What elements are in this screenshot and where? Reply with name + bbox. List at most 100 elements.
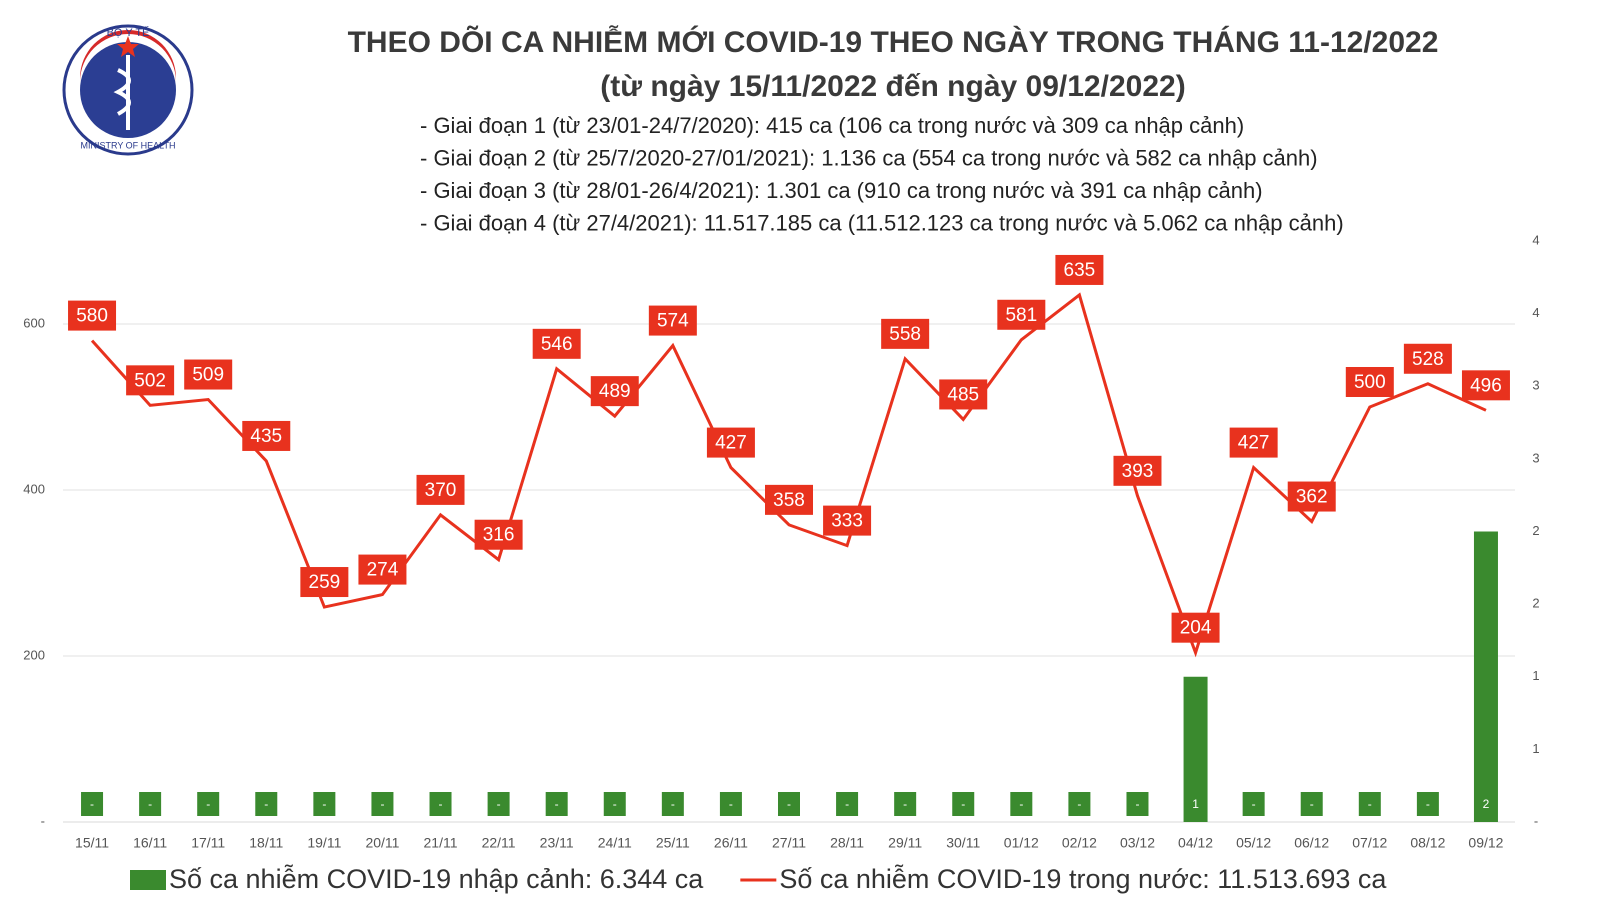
bar-label: -: [1252, 797, 1256, 811]
x-tick-label: 04/12: [1178, 835, 1213, 851]
x-tick-label: 02/12: [1062, 835, 1097, 851]
data-label: 259: [309, 572, 341, 593]
data-label: 580: [76, 306, 108, 327]
note: - Giai đoạn 2 (từ 25/7/2020-27/01/2021):…: [420, 145, 1318, 170]
data-label: 435: [250, 426, 282, 447]
bar-label-box: [255, 792, 278, 816]
data-label: 370: [425, 480, 457, 501]
y2-tick-label: -: [1534, 813, 1538, 828]
bar-label-box: [603, 792, 626, 816]
bar-label-box: [139, 792, 162, 816]
y2-tick-label: 2: [1532, 523, 1539, 538]
bar-label: -: [845, 797, 849, 811]
bar-label: -: [1310, 797, 1314, 811]
bar-label-box: [719, 792, 742, 816]
data-label-box: [939, 379, 988, 410]
data-label: 316: [483, 525, 515, 546]
y2-tick-label: 1: [1532, 741, 1539, 756]
data-label-box: [1345, 367, 1394, 397]
bar-label-box: [1416, 792, 1439, 816]
y2-tick-label: 3: [1532, 378, 1539, 393]
bar-label: -: [1077, 797, 1081, 811]
data-label-box: [1113, 455, 1162, 486]
y2-tick-label: 1: [1532, 668, 1539, 683]
x-tick-label: 26/11: [714, 835, 748, 851]
bar-label-box: [1010, 792, 1033, 816]
x-tick-label: 24/11: [598, 835, 632, 851]
bar-label-box: [487, 792, 510, 816]
data-label: 489: [599, 381, 631, 402]
bar-label-box: [81, 792, 104, 816]
data-label: 581: [1005, 305, 1037, 326]
y-tick-label: 400: [23, 481, 45, 496]
data-label-box: [126, 365, 175, 396]
chart-title: THEO DÕI CA NHIỄM MỚI COVID-19 THEO NGÀY…: [348, 25, 1439, 59]
logo: BỘ Y TẾ MINISTRY OF HEALTH: [62, 24, 194, 156]
bar-label-box: [1242, 792, 1265, 816]
x-tick-label: 09/12: [1468, 835, 1503, 851]
bar-label-box: [778, 792, 800, 816]
bar-label: -: [497, 797, 501, 811]
data-label-box: [1287, 481, 1336, 512]
data-label-box: [1055, 254, 1104, 285]
x-tick-label: 17/11: [191, 835, 225, 851]
bar-label-box: [371, 792, 394, 816]
bar-label: -: [206, 797, 210, 811]
data-label: 485: [947, 384, 979, 405]
data-label: 635: [1064, 260, 1096, 281]
data-label-box: [242, 420, 291, 451]
bar-label: -: [90, 797, 94, 811]
bar-label: -: [729, 797, 733, 811]
x-tick-label: 07/12: [1352, 835, 1387, 851]
x-tick-label: 19/11: [307, 835, 341, 851]
data-label: 528: [1412, 349, 1444, 370]
data-label-box: [648, 305, 697, 336]
data-label: 333: [831, 511, 863, 532]
bar-label: -: [439, 797, 443, 811]
x-tick-label: 29/11: [888, 835, 922, 851]
data-label-box: [184, 359, 233, 390]
bar-label-box: [545, 792, 568, 816]
data-label-box: [474, 519, 523, 550]
bar-label: -: [1135, 797, 1139, 811]
data-label-box: [1229, 427, 1278, 458]
bar-label-box: [1300, 792, 1323, 816]
bar-label: -: [787, 797, 791, 811]
y2-tick-label: 3: [1532, 450, 1539, 465]
note: - Giai đoạn 4 (từ 27/4/2021): 11.517.185…: [420, 210, 1344, 235]
bar-label: -: [555, 797, 559, 811]
bar-label-box: [1126, 792, 1149, 816]
data-label: 427: [1238, 433, 1270, 454]
x-tick-label: 30/11: [946, 835, 980, 851]
x-tick-label: 22/11: [482, 835, 516, 851]
bar-label-box: [836, 792, 859, 816]
data-label-box: [300, 567, 349, 598]
data-label-box: [765, 484, 813, 515]
bar-label: -: [264, 797, 268, 811]
x-tick-label: 08/12: [1410, 835, 1445, 851]
y-tick-label: 200: [23, 647, 45, 662]
x-tick-label: 15/11: [75, 835, 109, 851]
data-label-box: [532, 328, 581, 359]
bar-label: -: [322, 797, 326, 811]
data-label-box: [1171, 612, 1220, 643]
bar-label: -: [380, 797, 384, 811]
data-label: 509: [192, 365, 224, 386]
x-tick-label: 21/11: [424, 835, 458, 851]
data-label: 358: [773, 490, 805, 511]
data-label: 500: [1354, 372, 1386, 393]
data-label: 546: [541, 334, 573, 355]
bar-label: -: [903, 797, 907, 811]
bar-label-box: [197, 792, 220, 816]
bar-label-box: [1068, 792, 1091, 816]
legend-label: Số ca nhiễm COVID-19 trong nước: 11.513.…: [779, 863, 1387, 894]
data-label-box: [358, 554, 407, 585]
data-label-box: [997, 299, 1046, 330]
logo-top: BỘ Y TẾ: [107, 26, 150, 39]
y2-tick-label: 2: [1532, 596, 1539, 611]
x-tick-label: 25/11: [656, 835, 690, 851]
note: - Giai đoạn 3 (từ 28/01-26/4/2021): 1.30…: [420, 178, 1263, 203]
bar-label: -: [961, 797, 965, 811]
bar-label: -: [671, 797, 675, 811]
